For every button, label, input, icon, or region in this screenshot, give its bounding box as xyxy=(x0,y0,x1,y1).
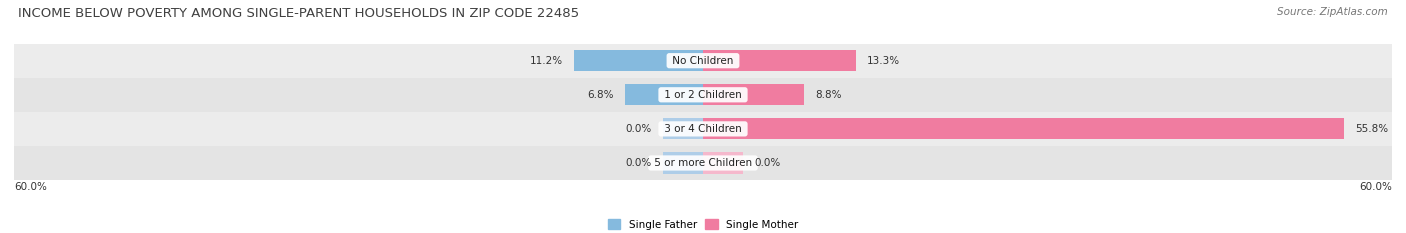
Bar xyxy=(703,152,744,174)
Bar xyxy=(575,50,703,71)
Legend: Single Father, Single Mother: Single Father, Single Mother xyxy=(607,219,799,230)
Text: 11.2%: 11.2% xyxy=(530,56,562,66)
Bar xyxy=(14,44,1392,78)
Text: 8.8%: 8.8% xyxy=(815,90,842,100)
Text: 55.8%: 55.8% xyxy=(1355,124,1388,134)
Text: Source: ZipAtlas.com: Source: ZipAtlas.com xyxy=(1277,7,1388,17)
Text: 3 or 4 Children: 3 or 4 Children xyxy=(661,124,745,134)
Bar xyxy=(14,78,1392,112)
Text: 6.8%: 6.8% xyxy=(586,90,613,100)
Text: 60.0%: 60.0% xyxy=(1360,182,1392,192)
Bar xyxy=(703,84,804,105)
Text: 0.0%: 0.0% xyxy=(626,124,651,134)
Bar xyxy=(703,50,856,71)
Text: 0.0%: 0.0% xyxy=(626,158,651,168)
Bar xyxy=(624,84,703,105)
Bar xyxy=(662,152,703,174)
Bar xyxy=(14,112,1392,146)
Text: INCOME BELOW POVERTY AMONG SINGLE-PARENT HOUSEHOLDS IN ZIP CODE 22485: INCOME BELOW POVERTY AMONG SINGLE-PARENT… xyxy=(18,7,579,20)
Bar xyxy=(14,146,1392,180)
Text: No Children: No Children xyxy=(669,56,737,66)
Bar xyxy=(703,118,1344,140)
Text: 60.0%: 60.0% xyxy=(14,182,46,192)
Bar xyxy=(662,118,703,140)
Text: 0.0%: 0.0% xyxy=(755,158,780,168)
Text: 1 or 2 Children: 1 or 2 Children xyxy=(661,90,745,100)
Text: 5 or more Children: 5 or more Children xyxy=(651,158,755,168)
Text: 13.3%: 13.3% xyxy=(868,56,900,66)
